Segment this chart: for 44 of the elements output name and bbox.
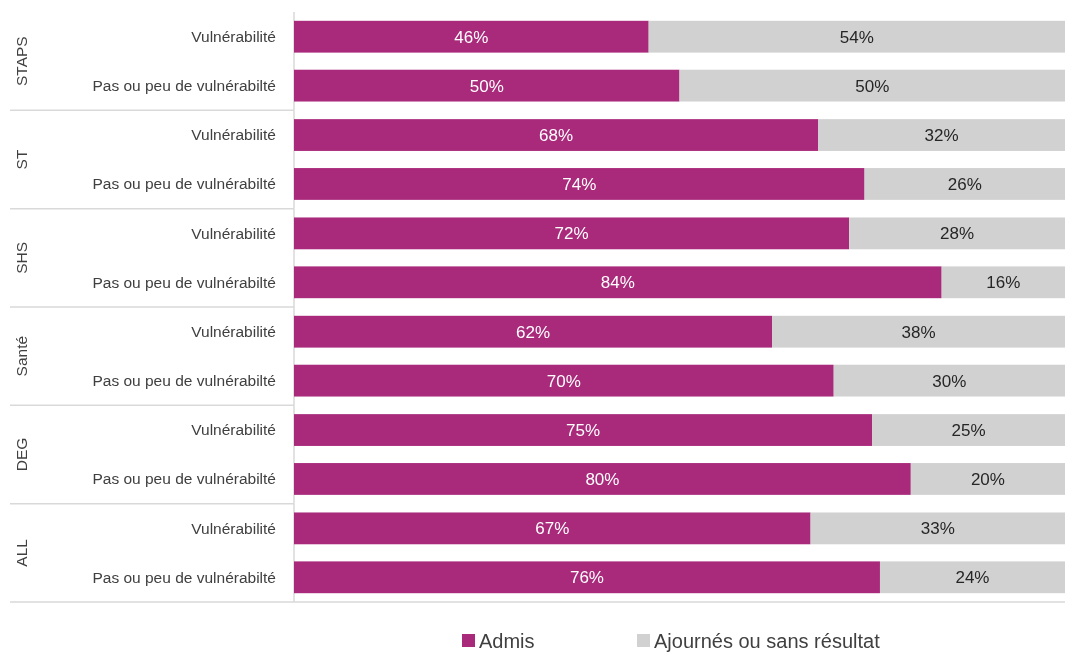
y-tick-label: Pas ou peu de vulnérabilté	[92, 175, 276, 193]
data-label: 80%	[585, 469, 620, 489]
y-tick-label: Pas ou peu de vulnérabilté	[92, 77, 276, 95]
data-label: 75%	[566, 420, 601, 440]
data-label: 28%	[940, 224, 975, 244]
y-tick-label: Vulnérabilité	[191, 28, 276, 46]
data-label: 26%	[947, 174, 982, 194]
y-tick-label: Vulnérabilité	[191, 519, 276, 537]
data-label: 38%	[901, 322, 936, 342]
data-label: 62%	[515, 322, 551, 342]
data-label: 74%	[562, 174, 597, 194]
data-label: 33%	[920, 519, 955, 539]
data-label: 25%	[951, 420, 986, 440]
y-tick-label: Vulnérabilité	[191, 126, 276, 144]
data-label: 24%	[955, 568, 990, 588]
data-label: 76%	[569, 568, 604, 588]
data-label: 84%	[600, 273, 635, 293]
data-label: 54%	[839, 27, 874, 47]
y-tick-label: Vulnérabilité	[191, 421, 276, 439]
y-axis-title: SHS	[13, 241, 31, 274]
data-label: 50%	[469, 76, 504, 96]
y-tick-label: Pas ou peu de vulnérabilté	[92, 273, 276, 291]
data-label: 70%	[546, 371, 581, 391]
data-label: 50%	[855, 76, 890, 96]
data-label: 20%	[970, 469, 1005, 489]
y-axis-title: DEG	[13, 437, 31, 472]
y-axis-title: Santé	[13, 335, 31, 377]
y-axis-title: STAPS	[13, 36, 31, 86]
data-label: 30%	[932, 371, 967, 391]
data-label: 68%	[539, 125, 574, 145]
data-label: 67%	[535, 519, 570, 539]
legend-label: Ajournés ou sans résultat	[654, 630, 881, 652]
legend-label: Admis	[479, 630, 535, 652]
y-tick-label: Pas ou peu de vulnérabilté	[92, 372, 276, 390]
y-tick-label: Pas ou peu de vulnérabilté	[92, 568, 276, 586]
data-label: 16%	[986, 273, 1021, 293]
y-axis-title: ST	[13, 149, 31, 170]
y-tick-label: Vulnérabilité	[191, 224, 276, 242]
data-label: 32%	[924, 125, 959, 145]
data-label: 72%	[554, 224, 589, 244]
y-tick-label: Pas ou peu de vulnérabilté	[92, 470, 276, 488]
data-label: 46%	[454, 27, 489, 47]
y-tick-label: Vulnérabilité	[191, 323, 276, 341]
y-axis-title: ALL	[13, 538, 31, 567]
